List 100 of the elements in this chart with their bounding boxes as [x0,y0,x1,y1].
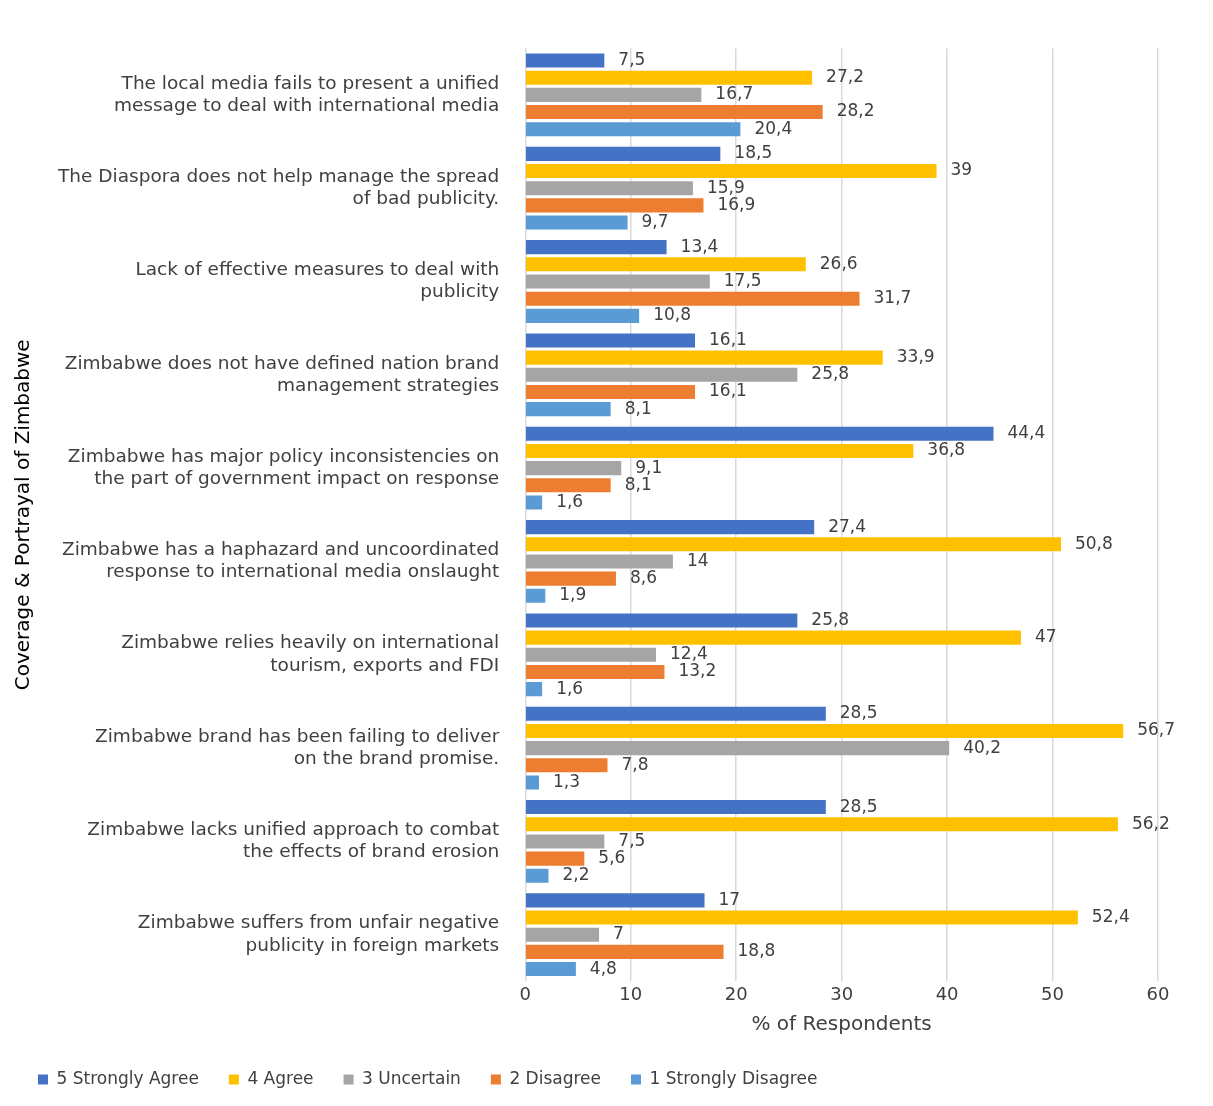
bar [526,274,710,289]
bar [526,257,806,272]
bar [526,571,616,586]
data-label: 8,1 [624,397,652,418]
bar [526,851,585,866]
y-tick-label: Zimbabwe has major policy inconsistencies on the part of government impact on response [67,444,500,489]
x-tick-label: 50 [1041,982,1064,1004]
data-label: 28,2 [836,100,875,121]
bar [526,537,1061,552]
bar [526,817,1118,832]
bar [526,333,696,348]
x-axis-title: % of Respondents [751,1011,932,1036]
bar [526,834,605,849]
data-label: 27,2 [826,66,864,87]
data-label: 52,4 [1091,905,1130,926]
bar [526,215,628,230]
bar [526,87,702,102]
bar [526,308,640,323]
data-label: 39 [950,159,973,180]
bar [526,402,611,417]
data-label: 25,8 [811,608,850,629]
y-tick-label: Zimbabwe relies heavily on international tourism, exports and FDI [121,631,500,675]
data-label: 47 [1034,626,1057,647]
bar [526,613,798,628]
data-label: 40,2 [963,736,1002,757]
y-axis-title: Coverage & Portrayal of Zimbabwe [10,339,35,691]
bar [526,478,611,493]
data-label: 10,8 [653,304,692,325]
bar [526,775,539,790]
legend-label: 1 Strongly Disagree [649,1067,818,1088]
data-label: 7,5 [618,48,646,69]
x-tick-label: 60 [1146,982,1170,1004]
data-label: 1,3 [552,770,581,791]
y-tick-label: Zimbabwe suffers from unfair negative publicity in foreign markets [137,911,500,955]
bar [526,240,667,255]
bar [526,461,622,476]
y-tick-label: The Diaspora does not help manage the spread of bad publicity. [56,164,500,209]
data-label: 13,4 [680,235,719,256]
data-label: 16,7 [715,83,754,104]
legend-label: 2 Disagree [509,1067,602,1088]
bar [526,723,1124,738]
bar [526,181,693,196]
data-label: 5,6 [598,847,626,868]
y-tick-label: Lack of effective measures to deal with publicity [135,258,500,302]
data-label: 9,7 [641,210,669,231]
data-label: 33,9 [896,346,935,367]
x-tick-label: 10 [619,982,643,1004]
bar [526,706,826,721]
data-label: 17,5 [723,269,762,290]
bar [526,800,826,815]
bar [526,682,543,697]
data-label: 15,9 [706,176,745,197]
data-label: 44,4 [1007,422,1046,443]
bar [526,146,721,161]
x-tick-label: 0 [519,982,531,1004]
x-tick-label: 30 [830,982,854,1004]
bar [526,927,600,942]
y-tick-label: Zimbabwe lacks unified approach to combat the effects of brand erosion [87,818,500,862]
data-label: 14 [686,549,709,570]
bar [526,350,883,365]
data-label: 28,5 [839,795,878,816]
bar [526,495,543,510]
data-label: 20,4 [754,117,793,138]
data-label: 18,8 [737,940,776,961]
bar [526,163,937,179]
data-label: 16,1 [709,380,747,401]
y-tick-label: The local media fails to present a unified message to deal with international media [113,71,500,115]
bar [526,944,724,959]
bar [526,647,657,662]
legend-label: 4 Agree [247,1067,314,1088]
data-label: 25,8 [811,363,850,384]
data-label: 9,1 [635,456,663,477]
data-label: 7,5 [618,829,646,850]
bar [526,426,994,441]
bar [526,291,860,306]
bar [526,588,546,603]
bar [526,910,1078,925]
legend-label: 3 Uncertain [362,1067,461,1088]
data-label: 56,7 [1137,719,1176,740]
data-label: 7 [613,923,624,944]
data-label: 8,6 [629,567,657,588]
legend-label: 5 Strongly Agree [56,1067,199,1088]
bar [526,554,673,569]
data-label: 2,2 [562,864,590,885]
bar [526,367,798,382]
y-tick-label: Zimbabwe does not have defined nation brand management strategies [64,351,500,395]
data-label: 1,6 [556,490,584,511]
data-label: 27,4 [828,515,867,536]
bar [526,53,605,68]
data-label: 31,7 [873,287,912,308]
bar [526,758,608,773]
data-label: 1,9 [559,584,587,605]
bar [526,520,815,535]
data-label: 4,8 [589,957,617,978]
data-label: 17 [718,888,741,909]
x-tick-label: 40 [935,982,959,1004]
bar [526,962,576,977]
y-tick-label: Zimbabwe has a haphazard and uncoordinated response to international media onslaught [62,538,500,582]
x-tick-label: 20 [724,982,748,1004]
data-label: 16,1 [709,328,747,349]
